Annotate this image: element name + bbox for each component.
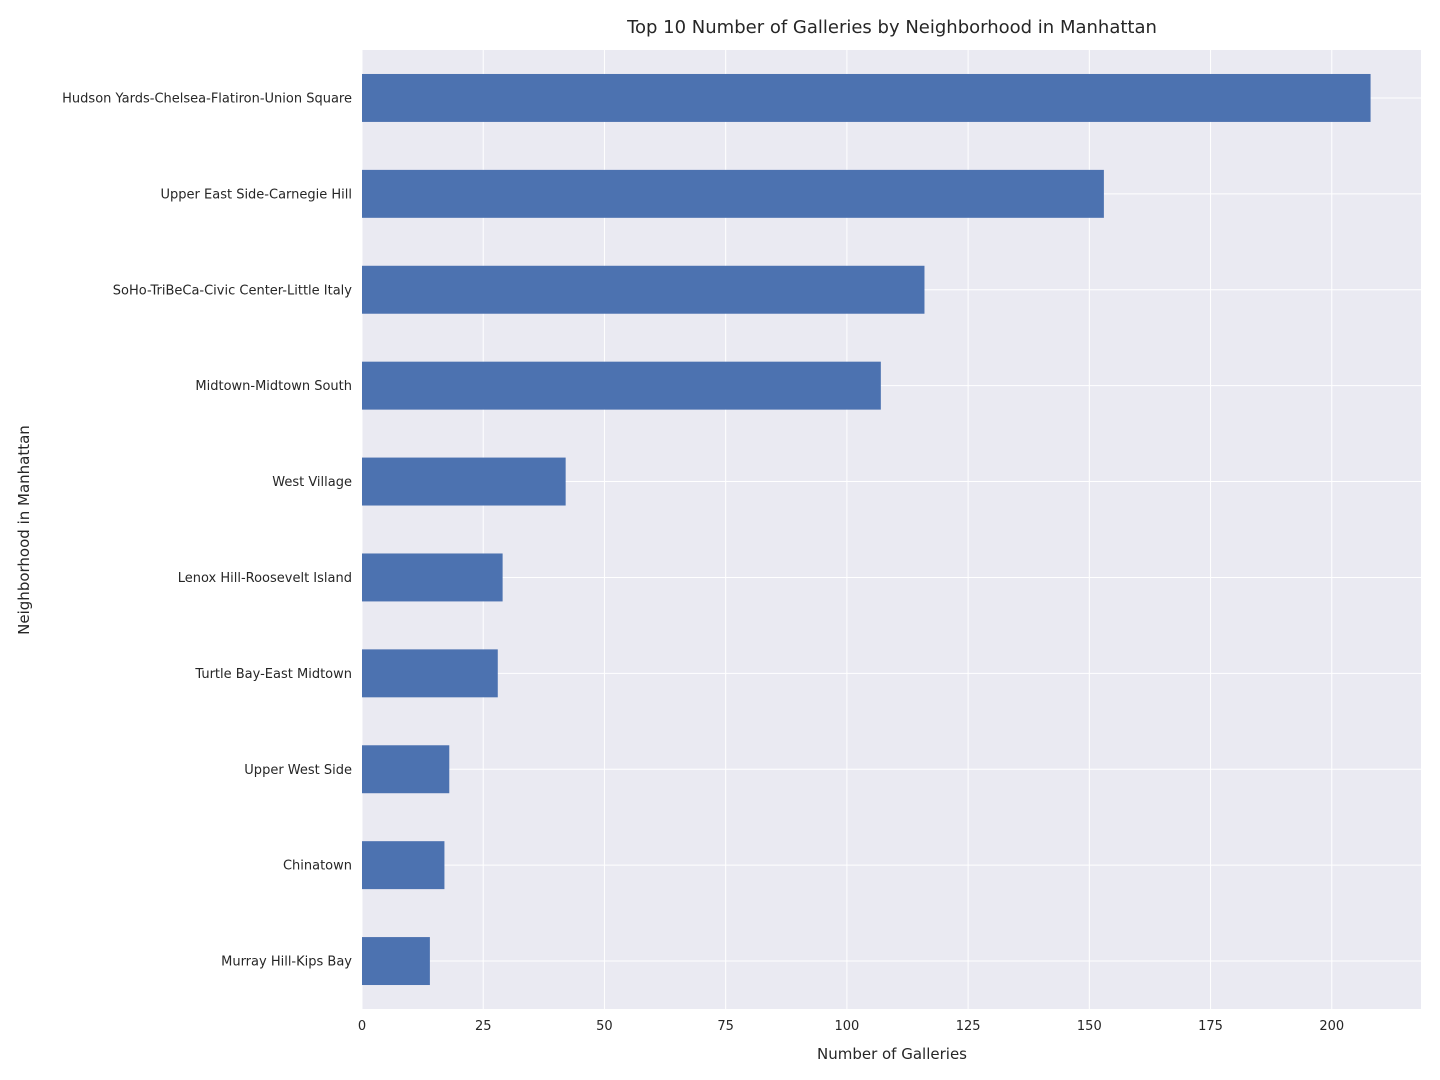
- x-tick-labels: 0 25 50 75 100 125 150 175 200: [358, 1019, 1344, 1034]
- bar: [362, 73, 1371, 122]
- bar: [362, 169, 1104, 218]
- x-tick-label: 150: [1077, 1019, 1102, 1034]
- y-tick-label: Chinatown: [283, 859, 352, 874]
- x-tick-label: 125: [956, 1019, 981, 1034]
- x-tick-label: 0: [358, 1019, 366, 1034]
- y-tick-label: Midtown-Midtown South: [195, 379, 352, 394]
- y-axis-label: Neighborhood in Manhattan: [15, 425, 33, 635]
- x-axis-label: Number of Galleries: [817, 1045, 967, 1063]
- y-tick-label: Upper West Side: [244, 763, 352, 778]
- bar: [362, 265, 925, 314]
- x-tick-label: 50: [596, 1019, 613, 1034]
- chart-title: Top 10 Number of Galleries by Neighborho…: [626, 17, 1157, 38]
- y-tick-label: Murray Hill-Kips Bay: [221, 955, 352, 970]
- x-tick-label: 200: [1319, 1019, 1344, 1034]
- y-tick-label: Turtle Bay-East Midtown: [194, 667, 352, 682]
- bar: [362, 457, 566, 506]
- y-tick-labels: Hudson Yards-Chelsea-Flatiron-Union Squa…: [62, 91, 352, 969]
- x-tick-label: 75: [717, 1019, 734, 1034]
- y-tick-label: Lenox Hill-Roosevelt Island: [178, 571, 352, 586]
- bar: [362, 649, 498, 698]
- x-tick-label: 175: [1198, 1019, 1223, 1034]
- bar: [362, 841, 445, 890]
- y-tick-label: West Village: [272, 475, 352, 490]
- y-tick-label: Hudson Yards-Chelsea-Flatiron-Union Squa…: [62, 91, 352, 106]
- bar: [362, 745, 450, 794]
- bars: [362, 73, 1371, 986]
- y-tick-label: Upper East Side-Carnegie Hill: [161, 187, 352, 202]
- y-tick-label: SoHo-TriBeCa-Civic Center-Little Italy: [113, 283, 352, 298]
- bar: [362, 553, 503, 602]
- x-tick-label: 25: [475, 1019, 492, 1034]
- bar: [362, 937, 430, 986]
- bar: [362, 361, 881, 410]
- x-tick-label: 100: [834, 1019, 859, 1034]
